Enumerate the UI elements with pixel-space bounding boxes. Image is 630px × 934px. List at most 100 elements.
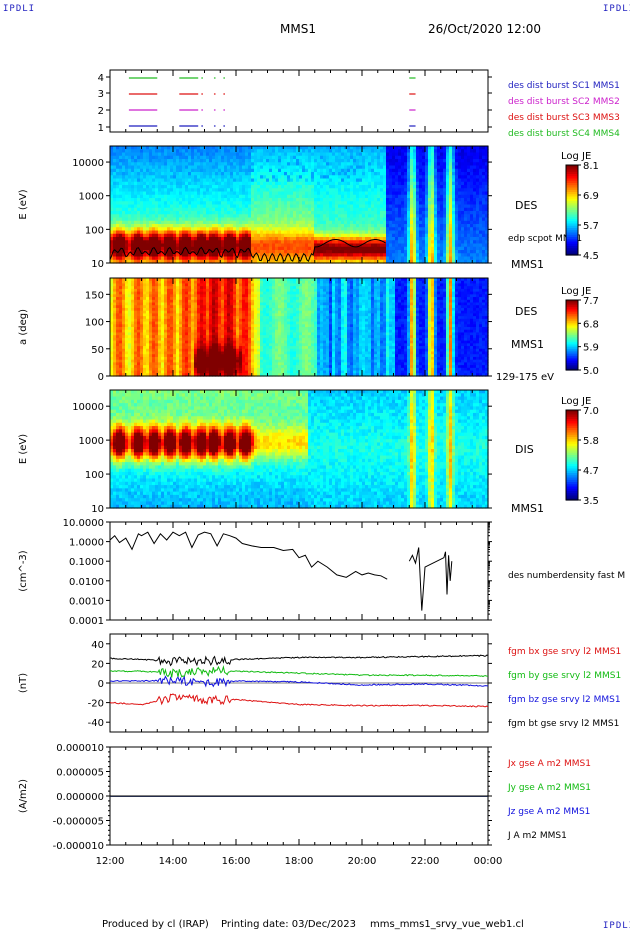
des-energy-cell — [284, 224, 288, 228]
des-energy-cell — [182, 185, 186, 189]
des-energy-cell — [257, 214, 261, 219]
des-energy-cell — [260, 168, 264, 173]
des-energy-cell — [278, 155, 282, 160]
des-energy-cell — [257, 178, 261, 183]
des-energy-cell — [176, 211, 180, 215]
des-energy-cell — [203, 243, 207, 248]
des-energy-cell — [140, 201, 144, 206]
des-energy-cell — [206, 256, 210, 261]
des-energy-cell — [119, 253, 123, 258]
des-energy-cell — [290, 227, 294, 232]
des-energy-cell — [227, 259, 231, 264]
des-energy-cell — [110, 194, 114, 199]
des-energy-cell — [110, 214, 114, 219]
des-energy-cell — [281, 172, 285, 176]
des-energy-cell — [254, 198, 258, 202]
des-energy-cell — [227, 155, 231, 160]
des-energy-cell — [281, 191, 285, 196]
des-energy-cell — [302, 162, 306, 167]
corner-logo-top-left: IPDLI — [3, 4, 36, 14]
des-energy-cell — [296, 172, 300, 176]
des-energy-cell — [248, 246, 252, 251]
des-energy-cell — [221, 181, 225, 186]
des-energy-cell — [239, 146, 243, 150]
des-energy-cell — [239, 211, 243, 215]
des-energy-cell — [161, 220, 165, 225]
des-energy-cell — [167, 185, 171, 189]
des-energy-cell — [254, 185, 258, 189]
des-energy-cell — [302, 227, 306, 232]
des-energy-cell — [302, 168, 306, 173]
des-energy-cell — [293, 168, 297, 173]
des-energy-cell — [203, 220, 207, 225]
des-energy-cell — [254, 201, 258, 206]
des-energy-cell — [248, 146, 252, 150]
des-energy-cell — [269, 194, 273, 199]
des-energy-cell — [116, 214, 120, 219]
des-energy-cell — [230, 250, 234, 254]
des-energy-cell — [164, 172, 168, 176]
des-energy-cell — [296, 198, 300, 202]
des-energy-cell — [275, 207, 279, 212]
des-energy-cell — [203, 256, 207, 261]
des-energy-cell — [284, 198, 288, 202]
des-energy-cell — [155, 159, 159, 163]
des-energy-cell — [128, 217, 132, 222]
des-energy-cell — [305, 165, 309, 170]
des-energy-cell — [302, 207, 306, 212]
des-energy-cell — [308, 152, 312, 157]
des-energy-cell — [278, 253, 282, 258]
des-energy-cell — [269, 172, 273, 176]
des-energy-cell — [302, 185, 306, 189]
des-energy-cell — [170, 237, 174, 241]
des-energy-cell — [134, 220, 138, 225]
des-energy-cell — [233, 172, 237, 176]
des-energy-cell — [119, 211, 123, 215]
des-energy-cell — [122, 227, 126, 232]
des-energy-cell — [173, 250, 177, 254]
des-energy-cell — [134, 159, 138, 163]
des-energy-cell — [122, 256, 126, 261]
des-energy-cell — [311, 201, 315, 206]
des-energy-cell — [296, 204, 300, 209]
des-energy-cell — [206, 211, 210, 215]
des-energy-cell — [236, 240, 240, 245]
des-energy-cell — [233, 188, 237, 193]
des-energy-cell — [161, 237, 165, 241]
des-energy-cell — [275, 191, 279, 196]
des-energy-cell — [239, 191, 243, 196]
des-energy-cell — [116, 224, 120, 228]
des-energy-cell — [182, 168, 186, 173]
des-energy-cell — [275, 243, 279, 248]
des-energy-cell — [227, 172, 231, 176]
des-energy-cell — [260, 240, 264, 245]
des-energy-cell — [302, 237, 306, 241]
des-energy-cell — [230, 155, 234, 160]
des-energy-cell — [215, 201, 219, 206]
des-energy-cell — [200, 178, 204, 183]
des-energy-cell — [110, 207, 114, 212]
des-energy-cell — [167, 149, 171, 154]
des-energy-cell — [293, 188, 297, 193]
des-energy-cell — [131, 162, 135, 167]
des-energy-cell — [296, 185, 300, 189]
des-energy-cell — [239, 233, 243, 238]
des-energy-cell — [155, 246, 159, 251]
des-energy-cell — [125, 162, 129, 167]
des-energy-cell — [155, 198, 159, 202]
des-energy-cell — [131, 201, 135, 206]
des-energy-cell — [167, 250, 171, 254]
des-energy-cell — [230, 237, 234, 241]
des-energy-cell — [137, 178, 141, 183]
des-energy-cell — [260, 159, 264, 163]
des-energy-cell — [221, 201, 225, 206]
des-energy-cell — [230, 178, 234, 183]
des-energy-cell — [311, 149, 315, 154]
des-energy-cell — [287, 165, 291, 170]
des-energy-cell — [257, 172, 261, 176]
des-energy-cell — [272, 233, 276, 238]
des-energy-cell — [206, 178, 210, 183]
des-energy-cell — [287, 240, 291, 245]
des-energy-cell — [149, 224, 153, 228]
des-energy-cell — [179, 227, 183, 232]
